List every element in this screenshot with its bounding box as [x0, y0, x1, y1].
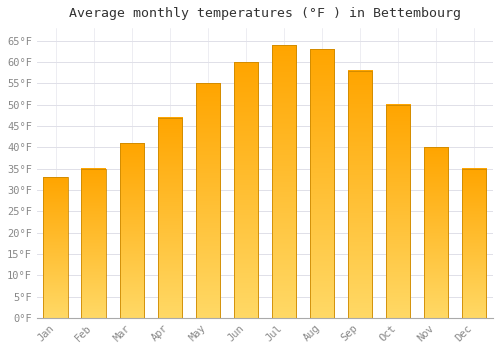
Bar [158, 118, 182, 318]
Bar [462, 169, 486, 318]
Bar [44, 177, 68, 318]
Bar [234, 62, 258, 318]
Bar [348, 71, 372, 318]
Bar [82, 169, 106, 318]
Title: Average monthly temperatures (°F ) in Bettembourg: Average monthly temperatures (°F ) in Be… [69, 7, 461, 20]
Bar [310, 49, 334, 318]
Bar [386, 105, 410, 318]
Bar [120, 143, 144, 318]
Bar [272, 45, 296, 318]
Bar [196, 83, 220, 318]
Bar [424, 147, 448, 318]
